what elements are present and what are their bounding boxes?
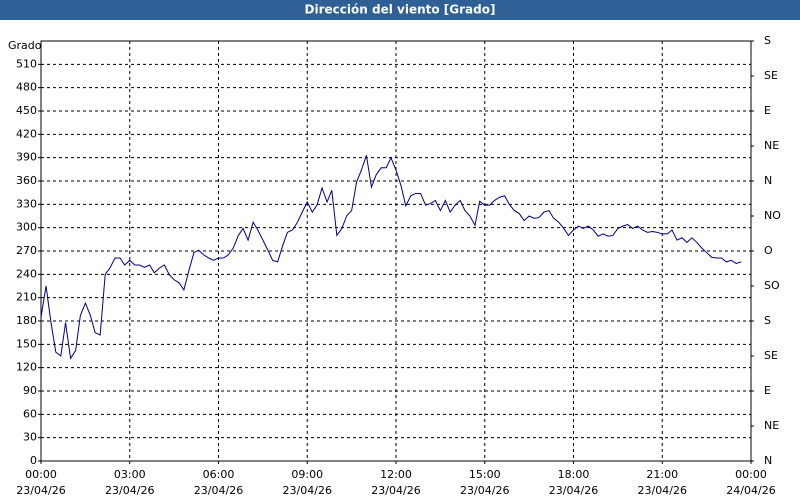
y2-tick-label: SE bbox=[764, 349, 778, 362]
y-tick-label: 90 bbox=[23, 384, 37, 397]
y2-tick-label: NE bbox=[764, 139, 779, 152]
y-tick-label: 360 bbox=[16, 174, 37, 187]
y2-tick-label: SO bbox=[764, 279, 780, 292]
y2-tick-label: NO bbox=[764, 209, 781, 222]
y-tick-label: 420 bbox=[16, 127, 37, 140]
y-tick-label: 180 bbox=[16, 314, 37, 327]
data-line bbox=[40, 155, 742, 360]
x-tick-label: 18:00 bbox=[558, 468, 590, 481]
y-tick-label: 450 bbox=[16, 104, 37, 117]
y-tick-label: 330 bbox=[16, 197, 37, 210]
x-tick-date: 23/04/26 bbox=[105, 484, 154, 497]
y-tick-label: 210 bbox=[16, 291, 37, 304]
y-tick-label: 240 bbox=[16, 267, 37, 280]
x-tick-date: 23/04/26 bbox=[638, 484, 687, 497]
y2-tick-label: S bbox=[764, 314, 771, 327]
x-tick-date: 23/04/26 bbox=[194, 484, 243, 497]
y-axis-label: Grado bbox=[8, 39, 42, 52]
y2-tick-label: E bbox=[764, 104, 771, 117]
y2-tick-label: S bbox=[764, 34, 771, 47]
y2-tick-label: NE bbox=[764, 419, 779, 432]
y2-tick-label: SE bbox=[764, 69, 778, 82]
x-tick-label: 03:00 bbox=[114, 468, 146, 481]
y-tick-label: 480 bbox=[16, 81, 37, 94]
y2-tick-label: N bbox=[764, 174, 772, 187]
x-tick-date: 23/04/26 bbox=[460, 484, 509, 497]
y-tick-label: 30 bbox=[23, 431, 37, 444]
x-tick-label: 09:00 bbox=[291, 468, 323, 481]
x-tick-label: 21:00 bbox=[646, 468, 678, 481]
y2-tick-label: O bbox=[764, 244, 773, 257]
y2-tick-label: N bbox=[764, 454, 772, 467]
x-tick-label: 15:00 bbox=[469, 468, 501, 481]
x-tick-label: 00:00 bbox=[735, 468, 767, 481]
x-tick-label: 12:00 bbox=[380, 468, 412, 481]
y-tick-label: 60 bbox=[23, 407, 37, 420]
y-tick-label: 510 bbox=[16, 57, 37, 70]
x-tick-label: 00:00 bbox=[25, 468, 57, 481]
title-bar bbox=[0, 0, 800, 20]
y-tick-label: 390 bbox=[16, 151, 37, 164]
x-tick-date: 23/04/26 bbox=[283, 484, 332, 497]
chart-title: Dirección del viento [Grado] bbox=[305, 3, 496, 17]
y-tick-label: 150 bbox=[16, 337, 37, 350]
y-tick-label: 120 bbox=[16, 361, 37, 374]
y2-tick-label: E bbox=[764, 384, 771, 397]
y-tick-label: 0 bbox=[30, 454, 37, 467]
x-tick-date: 23/04/26 bbox=[16, 484, 65, 497]
x-tick-date: 23/04/26 bbox=[371, 484, 420, 497]
y-tick-label: 270 bbox=[16, 244, 37, 257]
x-tick-label: 06:00 bbox=[203, 468, 235, 481]
y-tick-label: 300 bbox=[16, 221, 37, 234]
x-tick-date: 24/04/26 bbox=[726, 484, 775, 497]
x-tick-date: 23/04/26 bbox=[549, 484, 598, 497]
